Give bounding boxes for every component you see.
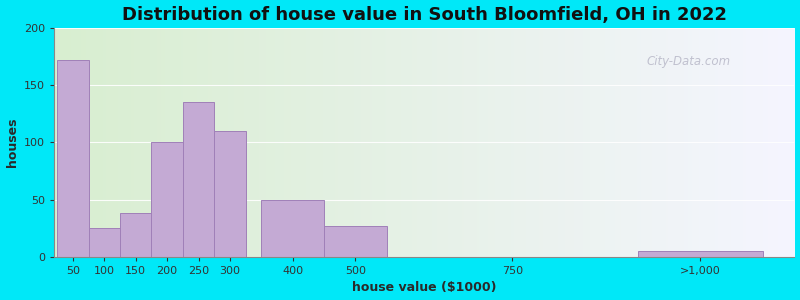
Bar [58,60,89,257]
Bar [324,226,386,257]
X-axis label: house value ($1000): house value ($1000) [352,281,497,294]
Text: City-Data.com: City-Data.com [646,56,730,68]
Bar [214,131,246,257]
Bar [638,251,763,257]
Bar [120,213,151,257]
Bar [262,200,324,257]
Bar [151,142,183,257]
Y-axis label: houses: houses [6,118,18,167]
Bar [89,228,120,257]
Title: Distribution of house value in South Bloomfield, OH in 2022: Distribution of house value in South Blo… [122,6,727,24]
Bar [183,102,214,257]
